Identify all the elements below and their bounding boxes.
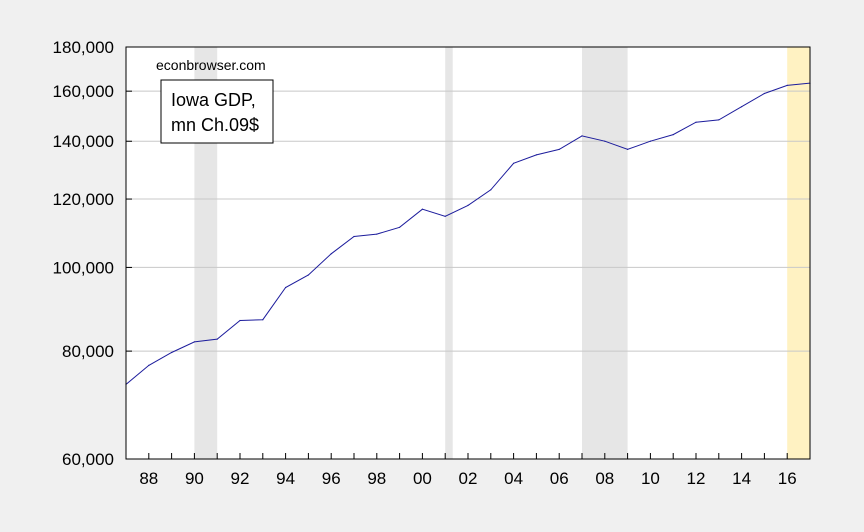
data-point	[171, 351, 173, 354]
x-tick-label: 96	[322, 469, 341, 488]
data-point	[741, 106, 743, 108]
x-tick-label: 16	[778, 469, 797, 488]
x-tick-label: 10	[641, 469, 660, 488]
data-point	[535, 154, 538, 156]
legend-line-2: mn Ch.09$	[171, 115, 259, 135]
data-point	[216, 338, 218, 340]
x-tick-label: 92	[231, 469, 250, 488]
x-tick-label: 02	[459, 469, 478, 488]
data-point	[353, 235, 355, 238]
recession-band	[582, 47, 628, 459]
data-point	[627, 148, 629, 150]
source-label: econbrowser.com	[156, 57, 266, 73]
y-tick-label: 100,000	[53, 258, 114, 277]
y-tick-label: 60,000	[62, 450, 114, 469]
legend-frame	[160, 79, 274, 144]
data-point	[490, 189, 492, 191]
forecast-band	[787, 47, 810, 459]
legend-line-1: Iowa GDP,	[171, 90, 256, 110]
x-tick-label: 88	[139, 469, 158, 488]
data-point	[604, 140, 606, 142]
data-point	[148, 364, 150, 366]
data-point	[558, 148, 560, 150]
x-tick-label: 08	[595, 469, 614, 488]
y-tick-label: 160,000	[53, 82, 114, 101]
y-tick-label: 80,000	[62, 342, 114, 361]
series-layer	[125, 82, 811, 385]
y-axis: 60,000 80,000 100,000 120,000 140,000 160,000…	[53, 38, 132, 469]
data-point	[376, 233, 378, 235]
data-point	[786, 84, 788, 86]
data-point	[467, 204, 469, 206]
x-tick-label: 06	[550, 469, 569, 488]
legend-box: Iowa GDP, mn Ch.09$	[160, 79, 274, 144]
data-point	[718, 119, 720, 121]
y-tick-label: 180,000	[53, 38, 114, 57]
x-tick-label: 90	[185, 469, 204, 488]
y-tick-label: 120,000	[53, 190, 114, 209]
data-point	[307, 274, 309, 276]
x-axis: 88 90 92 94 96 98 00 02 04 06 08 10 12 14 16	[125, 453, 811, 488]
data-point	[513, 162, 515, 164]
data-point	[239, 319, 241, 322]
x-tick-label: 98	[367, 469, 386, 488]
x-tick-label: 14	[732, 469, 751, 488]
data-point	[285, 286, 287, 289]
x-tick-label: 94	[276, 469, 295, 488]
recession-band	[445, 47, 453, 459]
x-tick-label: 00	[413, 469, 432, 488]
x-tick-label: 12	[687, 469, 706, 488]
data-point	[421, 208, 423, 210]
recession-band	[194, 47, 218, 459]
data-point	[695, 121, 697, 123]
data-point	[399, 226, 401, 228]
data-point	[330, 253, 332, 255]
shaded-bands	[194, 47, 810, 459]
data-point	[193, 341, 195, 343]
data-point	[672, 134, 674, 136]
data-point	[581, 135, 583, 137]
data-point	[763, 92, 766, 95]
data-point	[444, 215, 446, 217]
x-tick-label: 04	[504, 469, 523, 488]
y-tick-label: 140,000	[53, 132, 114, 151]
data-point	[262, 319, 264, 321]
data-point	[649, 140, 652, 142]
